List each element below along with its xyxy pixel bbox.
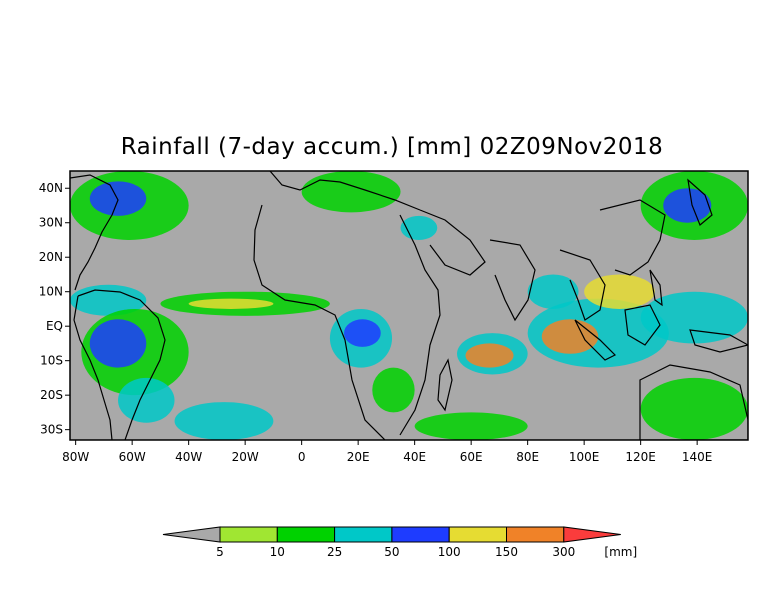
color-legend: 5 10 25 50 100 150 300 [mm] <box>162 526 637 559</box>
coastline-australia <box>639 364 748 440</box>
lon-tick-label: 0 <box>298 450 306 464</box>
lon-tick-label: 40W <box>175 450 202 464</box>
lat-tick-label: 30S <box>40 423 63 437</box>
rain-region-amazon-core <box>89 319 147 368</box>
lat-tick-label: 20N <box>39 250 63 264</box>
lon-tick-label: 20W <box>232 450 259 464</box>
lat-tick-label: 10N <box>39 285 63 299</box>
latitude-axis: 40N 30N 20N 10N EQ 10S 20S 30S <box>39 181 70 437</box>
legend-arrow-low <box>162 526 221 543</box>
lon-tick-label: 20E <box>347 450 370 464</box>
coastline-borneo <box>624 304 661 346</box>
coastline-south-america-west <box>73 295 113 440</box>
legend-color-box <box>334 526 393 543</box>
rain-region-gulf-stream <box>89 181 147 216</box>
coastline-new-guinea <box>689 329 748 353</box>
lon-tick-label: 80W <box>62 450 89 464</box>
lon-tick-label: 80E <box>516 450 539 464</box>
coastline-philippines <box>649 269 663 307</box>
legend-label: 150 <box>495 545 518 559</box>
legend-color-box <box>448 526 508 543</box>
map-frame <box>69 170 749 441</box>
lon-tick-label: 60E <box>460 450 483 464</box>
rain-region-japan-heavy <box>663 188 712 223</box>
lon-tick-label: 40E <box>403 450 426 464</box>
lon-tick-label: 100E <box>569 450 600 464</box>
rain-region-south-atlantic-storm <box>174 402 274 440</box>
coastline-india <box>489 239 536 322</box>
coastline-east-asia <box>599 199 666 276</box>
legend-arrow-high <box>563 526 621 543</box>
map-title: Rainfall (7-day accum.) [mm] 02Z09Nov201… <box>120 134 664 160</box>
coastline-madagascar <box>437 358 453 412</box>
rain-region-itcz-atlantic-core <box>188 298 274 309</box>
legend-label: 10 <box>270 545 285 559</box>
coastline-africa-east <box>399 214 441 436</box>
lon-tick-label: 60W <box>119 450 146 464</box>
legend-label: 50 <box>384 545 399 559</box>
legend-unit: [mm] <box>604 545 637 559</box>
rain-region-west-pacific <box>640 291 748 344</box>
rain-region-southeast-africa <box>372 367 415 413</box>
legend-label: 5 <box>216 545 224 559</box>
coastline-europe <box>269 171 421 211</box>
rain-region-indian-ocean-heavy <box>465 343 514 368</box>
coastline-sumatra <box>574 319 617 361</box>
lat-tick-label: 20S <box>40 388 63 402</box>
rain-region-australia-north <box>640 377 748 440</box>
legend-color-box <box>219 526 278 543</box>
rain-layer <box>70 171 748 440</box>
coastline-layer <box>70 171 748 440</box>
coastline-africa-west <box>253 204 386 440</box>
lat-tick-label: 10S <box>40 354 63 368</box>
coastline-south-america <box>77 289 166 440</box>
longitude-axis: 80W 60W 40W 20W 0 20E 40E 60E 80E 100E 120E 140E <box>62 440 712 464</box>
lat-tick-label: 30N <box>39 216 63 230</box>
legend-color-box <box>391 526 450 543</box>
coastline-arabia <box>419 209 486 276</box>
legend-label: 100 <box>438 545 461 559</box>
rain-region-mediterranean <box>301 171 401 213</box>
coastline-north-america <box>70 174 119 291</box>
lat-tick-label: 40N <box>39 181 63 195</box>
rain-region-congo-core <box>344 319 381 347</box>
lon-tick-label: 120E <box>625 450 656 464</box>
legend-label: 25 <box>327 545 342 559</box>
rain-region-south-indian-ocean <box>414 412 528 440</box>
lon-tick-label: 140E <box>682 450 713 464</box>
coastline-southeast-asia <box>559 249 606 321</box>
rain-region-south-china-sea <box>584 274 655 309</box>
coastline-japan <box>687 178 713 226</box>
rain-region-brazil-south <box>118 377 175 423</box>
legend-label: 300 <box>552 545 575 559</box>
rain-region-sumatra-heavy <box>541 319 599 354</box>
rain-region-bay-of-bengal <box>527 274 579 309</box>
legend-color-box <box>276 526 336 543</box>
lat-tick-label: EQ <box>46 319 63 333</box>
legend-color-box <box>506 526 565 543</box>
